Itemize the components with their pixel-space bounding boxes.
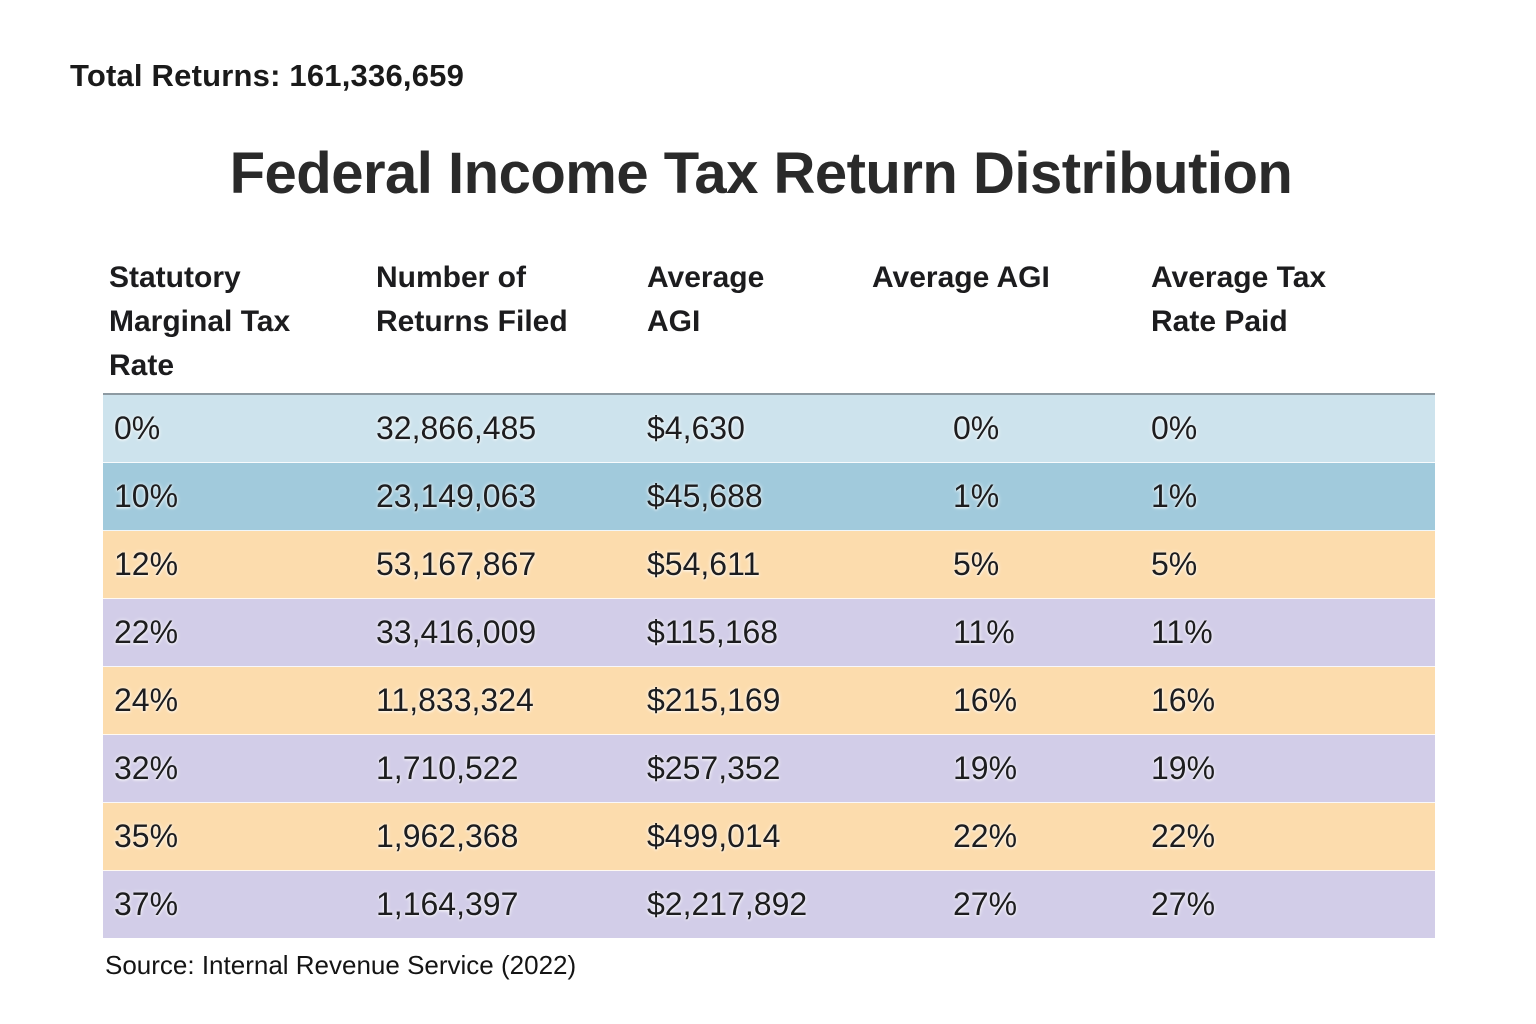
cell-avg-tax-rate: 22% — [1151, 818, 1216, 854]
cell-avg-agi-pct: 22% — [953, 818, 1018, 854]
cell-avg-tax-rate: 0% — [1151, 410, 1198, 446]
cell-avg-tax-rate: 11% — [1151, 614, 1213, 650]
total-returns-label: Total Returns: 161,336,659 — [70, 58, 465, 93]
table-row: 24% 11,833,324 $215,169 16% 16% — [103, 667, 1435, 735]
cell-avg-agi-pct: 11% — [953, 614, 1015, 650]
cell-returns: 53,167,867 — [376, 546, 537, 582]
table-row: 22% 33,416,009 $115,168 11% 11% — [103, 599, 1435, 667]
cell-avg-tax-rate: 19% — [1151, 750, 1216, 786]
cell-rate: 0% — [114, 410, 161, 446]
cell-returns: 1,164,397 — [376, 886, 519, 922]
column-header-average-tax-rate-paid: Average Tax Rate Paid — [1151, 261, 1327, 338]
cell-avg-agi: $115,168 — [647, 614, 779, 650]
cell-avg-agi-pct: 19% — [953, 750, 1018, 786]
cell-returns: 32,866,485 — [376, 410, 537, 446]
tax-distribution-table: Statutory Marginal Tax Rate Number of Re… — [103, 256, 1435, 938]
column-header-statutory-marginal-tax-rate: Statutory Marginal Tax Rate — [109, 261, 291, 382]
column-header-average-agi-percent: Average AGI — [872, 261, 1050, 294]
cell-avg-agi: $2,217,892 — [647, 886, 808, 922]
cell-avg-agi-pct: 1% — [953, 478, 1000, 514]
cell-avg-tax-rate: 27% — [1151, 886, 1216, 922]
table-row: 32% 1,710,522 $257,352 19% 19% — [103, 735, 1435, 803]
cell-avg-agi-pct: 0% — [953, 410, 1000, 446]
cell-avg-agi: $45,688 — [647, 478, 763, 514]
table-row: 10% 23,149,063 $45,688 1% 1% — [103, 463, 1435, 531]
source-note: Source: Internal Revenue Service (2022) — [105, 950, 577, 980]
cell-avg-tax-rate: 1% — [1151, 478, 1198, 514]
cell-avg-agi-pct: 16% — [953, 682, 1018, 718]
table-row: 35% 1,962,368 $499,014 22% 22% — [103, 803, 1435, 871]
cell-rate: 22% — [114, 614, 179, 650]
cell-returns: 11,833,324 — [376, 682, 534, 718]
table-row: 12% 53,167,867 $54,611 5% 5% — [103, 531, 1435, 599]
table-header-row: Statutory Marginal Tax Rate Number of Re… — [103, 256, 1435, 393]
cell-avg-agi: $499,014 — [647, 818, 781, 854]
page-title: Federal Income Tax Return Distribution — [229, 141, 1293, 206]
cell-rate: 24% — [114, 682, 179, 718]
cell-avg-tax-rate: 5% — [1151, 546, 1198, 582]
cell-rate: 35% — [114, 818, 179, 854]
cell-avg-tax-rate: 16% — [1151, 682, 1216, 718]
cell-avg-agi-pct: 27% — [953, 886, 1018, 922]
table-row: 37% 1,164,397 $2,217,892 27% 27% — [103, 871, 1435, 938]
cell-avg-agi: $215,169 — [647, 682, 781, 718]
cell-avg-agi: $4,630 — [647, 410, 745, 446]
cell-returns: 1,710,522 — [376, 750, 519, 786]
table-body: 0% 32,866,485 $4,630 0% 0% 10% 23,149,06… — [103, 393, 1435, 938]
column-header-average-agi: Average AGI — [647, 261, 765, 338]
cell-returns: 33,416,009 — [376, 614, 537, 650]
table-row: 0% 32,866,485 $4,630 0% 0% — [103, 395, 1435, 463]
cell-avg-agi: $54,611 — [647, 546, 761, 582]
cell-avg-agi: $257,352 — [647, 750, 781, 786]
cell-rate: 12% — [114, 546, 179, 582]
column-header-number-of-returns-filed: Number of Returns Filed — [376, 261, 568, 338]
cell-rate: 10% — [114, 478, 179, 514]
cell-returns: 1,962,368 — [376, 818, 519, 854]
cell-rate: 32% — [114, 750, 179, 786]
cell-rate: 37% — [114, 886, 179, 922]
cell-avg-agi-pct: 5% — [953, 546, 1000, 582]
cell-returns: 23,149,063 — [376, 478, 537, 514]
